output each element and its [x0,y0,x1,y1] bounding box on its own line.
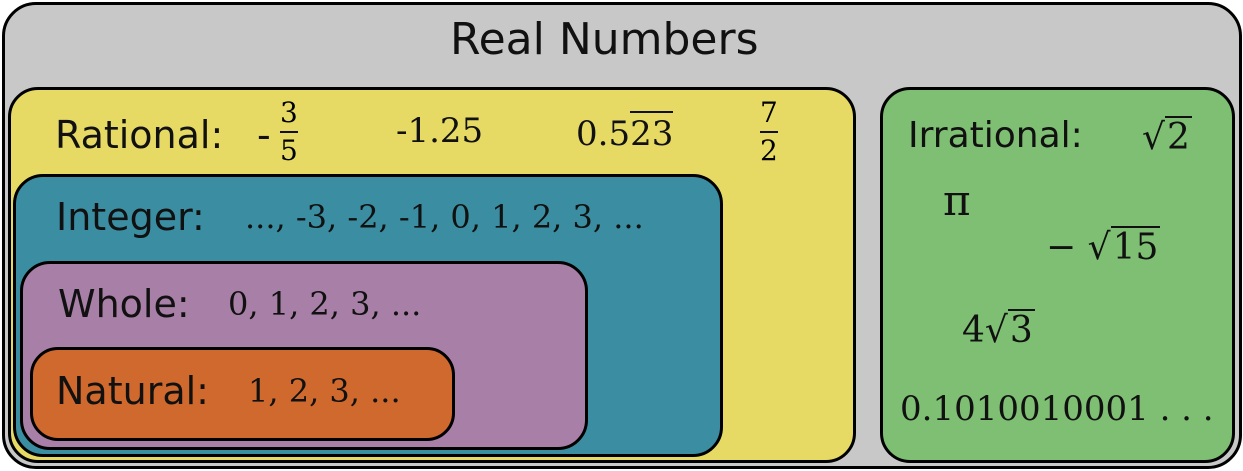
natural-examples: 1, 2, 3, ... [248,372,401,410]
rational-fraction-neg-3-5: 3 5 [280,99,298,165]
rational-repeating-decimal: 0.523 [576,111,674,154]
real-numbers-title: Real Numbers [450,14,759,65]
integer-label: Integer: [56,195,205,239]
irrational-neg-sqrt15: − √ 15 [1046,226,1161,268]
radical-sign: √ [1087,227,1111,268]
repeating-prefix: 0.5 [576,114,631,154]
radical-sign: √ [1142,117,1165,158]
minus-sign: − [1046,227,1077,268]
fraction-numerator: 3 [280,96,298,129]
irrational-decimal: 0.1010010001 . . . [900,389,1214,429]
coefficient: 4 [962,310,985,351]
radicand: 2 [1164,116,1192,158]
irrational-sqrt2: √ 2 [1142,116,1192,156]
fraction-denominator: 5 [280,134,298,167]
whole-examples: 0, 1, 2, 3, ... [228,285,422,323]
fraction-denominator: 2 [760,134,778,167]
fraction-bar [280,131,298,133]
rational-fraction-7-2: 7 2 [760,99,778,165]
fraction-bar [760,131,778,133]
repeating-digits: 23 [630,111,674,154]
irrational-4sqrt3: 4 √ 3 [962,309,1035,349]
irrational-pi: π [943,176,971,225]
irrational-set [880,87,1235,463]
rational-decimal: -1.25 [396,111,484,151]
radical-sign: √ [984,310,1008,351]
rational-label: Rational: [55,113,224,157]
integer-examples: ..., -3, -2, -1, 0, 1, 2, 3, ... [245,198,644,236]
natural-label: Natural: [56,369,209,413]
irrational-label: Irrational: [908,115,1083,156]
natural-set [30,347,455,441]
radicand: 15 [1110,226,1161,268]
fraction-numerator: 7 [760,96,778,129]
whole-label: Whole: [58,282,190,326]
radicand: 3 [1007,309,1035,351]
rational-neg-sign: - [257,113,271,157]
